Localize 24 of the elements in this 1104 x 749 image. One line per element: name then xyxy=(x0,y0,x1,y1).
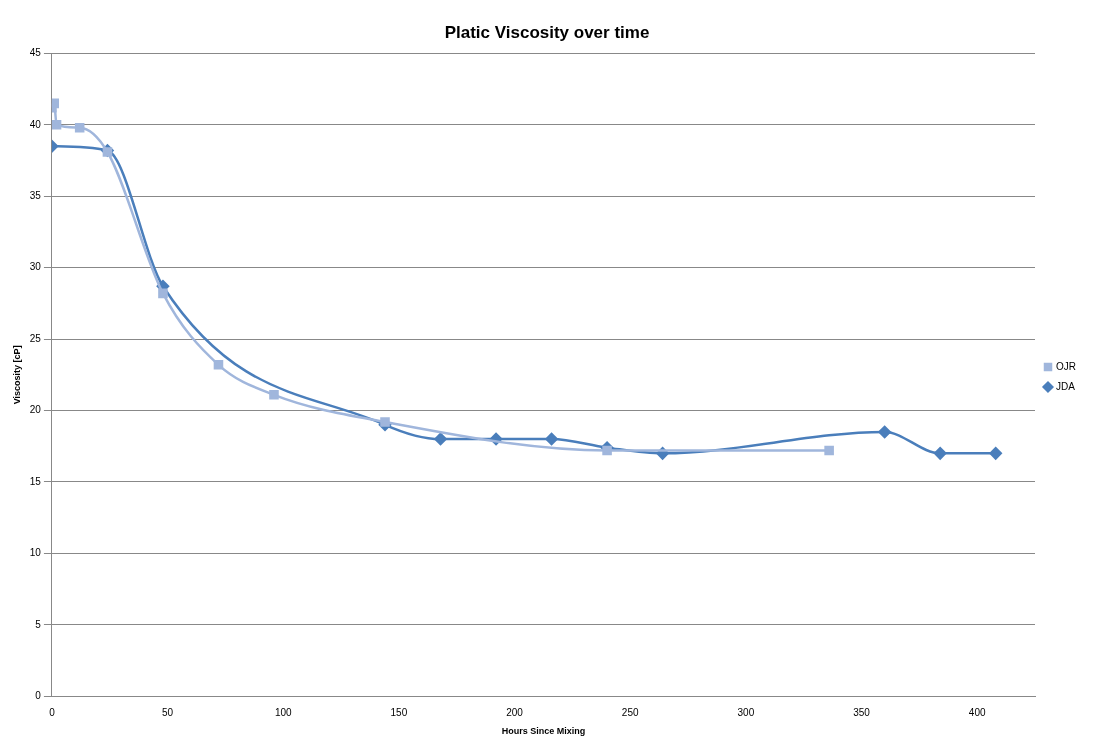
x-axis-title: Hours Since Mixing xyxy=(501,726,586,737)
y-tick-label: 25 xyxy=(29,332,42,344)
legend-label: OJR xyxy=(1056,360,1076,372)
x-tick-label: 150 xyxy=(390,706,408,718)
x-tick-label: 250 xyxy=(621,706,639,718)
x-tick-label: 300 xyxy=(737,706,755,718)
x-tick-label: 100 xyxy=(274,706,293,718)
y-tick-label: 0 xyxy=(35,689,42,701)
x-tick-label: 350 xyxy=(853,706,871,718)
y-tick-label: 35 xyxy=(29,189,42,201)
legend-label: JDA xyxy=(1056,380,1076,392)
chart-title: Platic Viscosity over time xyxy=(444,22,650,42)
x-tick-label: 0 xyxy=(49,706,56,718)
x-tick-label: 400 xyxy=(968,706,986,718)
y-tick-label: 5 xyxy=(35,618,42,630)
y-tick-label: 15 xyxy=(29,475,42,487)
y-axis-title: Viscosity [cP] xyxy=(11,345,22,405)
y-tick-label: 40 xyxy=(29,118,42,130)
y-tick-label: 20 xyxy=(29,404,42,416)
y-tick-label: 30 xyxy=(29,261,42,273)
x-tick-label: 200 xyxy=(506,706,524,718)
y-tick-label: 45 xyxy=(29,47,42,59)
y-tick-label: 10 xyxy=(29,547,42,559)
x-tick-label: 50 xyxy=(162,706,174,718)
